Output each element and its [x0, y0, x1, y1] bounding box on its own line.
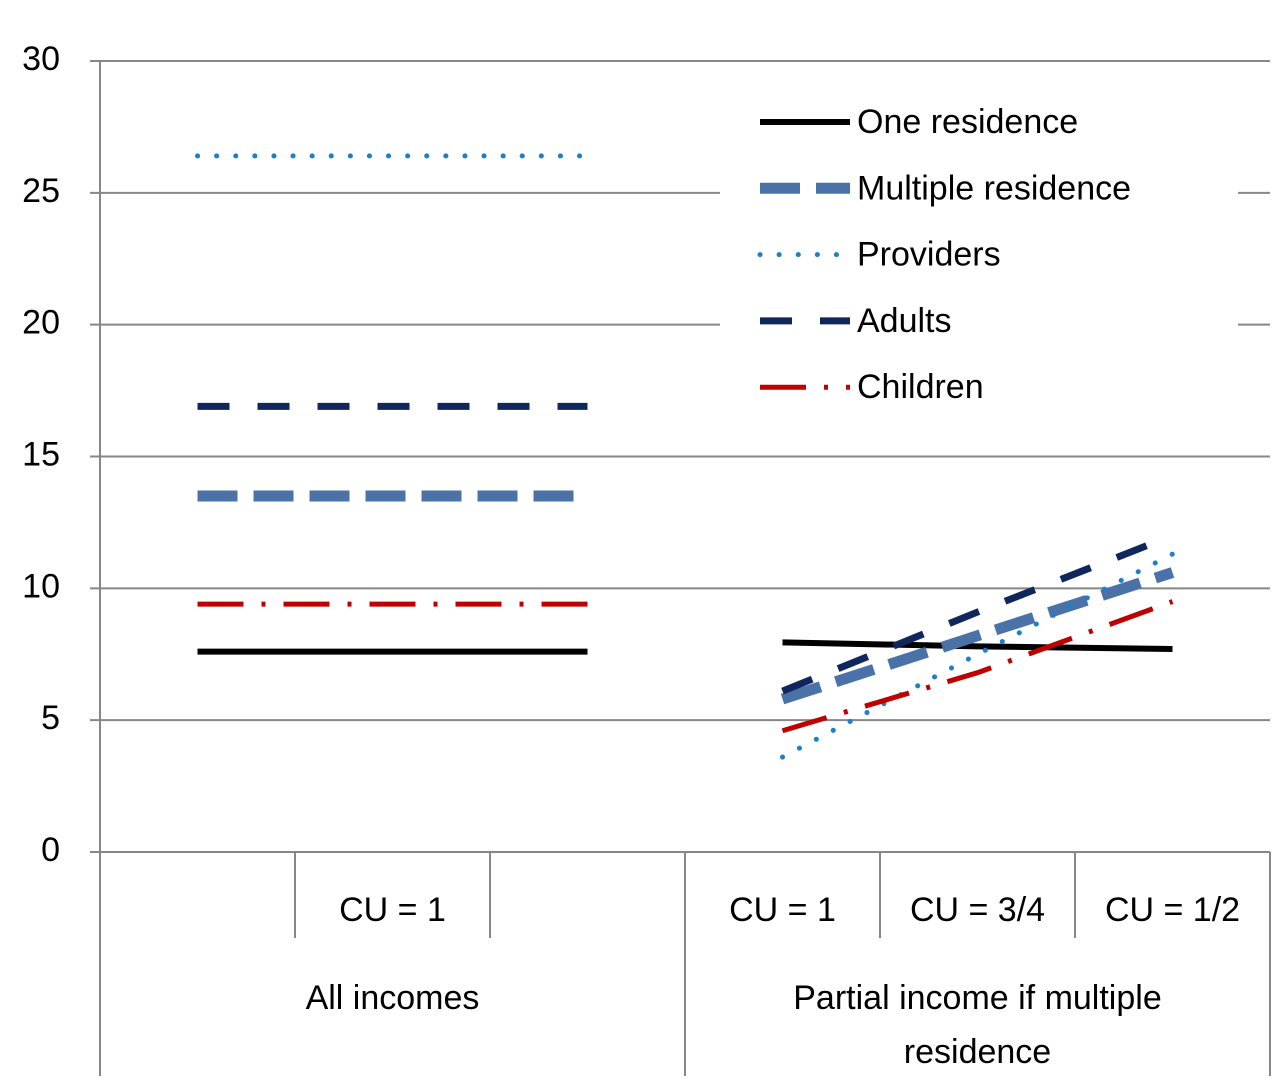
legend-label: Adults [857, 302, 952, 340]
legend-label: Children [857, 368, 984, 406]
x-tick-label: CU = 1/2 [1105, 891, 1240, 929]
x-tick-label: CU = 3/4 [910, 891, 1045, 929]
legend-label: Multiple residence [857, 169, 1131, 207]
legend: One residence Multiple residence Providers… [720, 90, 1238, 420]
series-line [781, 532, 1174, 695]
legend-label: Providers [857, 236, 1001, 274]
y-tick-label: 25 [22, 172, 60, 210]
legend-box [720, 90, 1238, 420]
y-tick-label: 0 [41, 831, 60, 869]
y-tick-label: 15 [22, 435, 60, 473]
y-tick-label: 20 [22, 304, 60, 342]
series-line [780, 551, 1175, 760]
series-line [780, 567, 1175, 705]
series-line [781, 599, 1174, 734]
x-tick-label: CU = 1 [339, 891, 446, 929]
series-line [782, 639, 1173, 652]
y-tick-label: 5 [41, 699, 60, 737]
group-label: All incomes [305, 979, 480, 1017]
legend-label: One residence [857, 103, 1078, 141]
y-tick-label: 30 [22, 40, 60, 78]
group-label: Partial income if multiple residence [793, 979, 1162, 1071]
x-tick-label: CU = 1 [729, 891, 836, 929]
y-tick-label: 10 [22, 567, 60, 605]
